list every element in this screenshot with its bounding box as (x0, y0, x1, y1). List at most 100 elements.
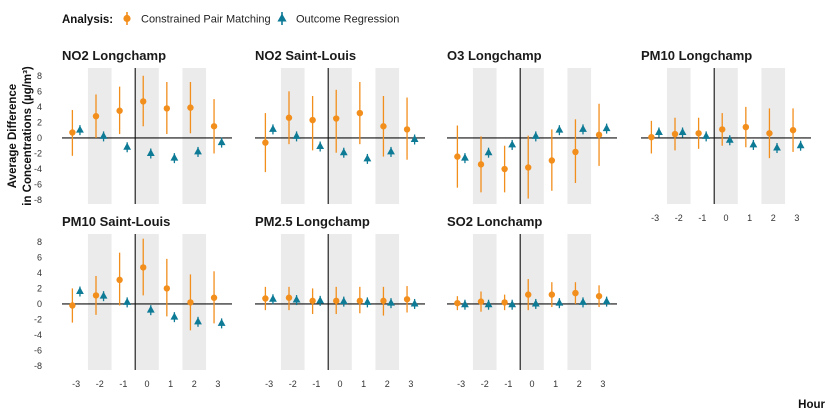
x-tick-label: 0 (529, 379, 534, 389)
panel-4: PM10 Longchamp -3 -2 -1 0 1 2 3 (641, 48, 811, 223)
matching-point (309, 297, 316, 305)
y-tick-label: -6 (34, 346, 42, 356)
y-tick-label: 2 (37, 117, 42, 127)
shaded-band (520, 234, 544, 370)
regression-point (269, 294, 277, 302)
y-tick-label: -4 (34, 330, 42, 340)
matching-point (356, 297, 364, 305)
regression-point (579, 124, 587, 132)
regression-point (725, 135, 734, 143)
x-tick-label: 2 (385, 379, 390, 389)
shaded-band (567, 68, 592, 204)
regression-point (749, 140, 758, 148)
x-tick-label: -3 (457, 379, 465, 389)
panel-title: O3 Longchamp (447, 48, 542, 63)
shaded-band (714, 68, 738, 204)
regression-point (579, 297, 587, 305)
matching-point (356, 109, 364, 117)
y-tick-label: -2 (34, 148, 42, 158)
y-tick-label: 6 (37, 86, 42, 96)
regression-point (602, 124, 611, 132)
regression-point (555, 298, 564, 306)
shaded-band (87, 68, 112, 204)
x-tick-label: -1 (312, 379, 320, 389)
matching-point (454, 153, 461, 160)
legend: Analysis: Constrained Pair Matching Outc… (62, 12, 399, 26)
panel-1: NO2 Longchamp -8 -6 -4 -2 0 2 4 6 8 (34, 48, 232, 205)
x-tick-label: 2 (771, 213, 776, 223)
matching-point (262, 139, 269, 146)
regression-point (316, 296, 325, 304)
matching-point (572, 148, 579, 156)
panels: NO2 Longchamp -8 -6 -4 -2 0 2 4 6 8 NO2 Saint-Loui… (34, 48, 811, 389)
matching-point (210, 123, 218, 130)
matching-point (333, 297, 340, 305)
y-tick-label: 0 (37, 299, 42, 309)
x-axis-title: Hour (798, 399, 825, 411)
matching-point (285, 114, 293, 121)
x-tick-label: -2 (481, 379, 489, 389)
legend-label-regression: Outcome Regression (296, 14, 399, 26)
regression-point (531, 131, 540, 139)
matching-point (595, 131, 603, 139)
x-tick-label: 3 (215, 379, 220, 389)
matching-point (140, 264, 147, 271)
regression-point (194, 317, 202, 325)
x-tick-label: -1 (698, 213, 706, 223)
regression-point (410, 134, 419, 142)
panel-3: O3 Longchamp (447, 48, 617, 204)
regression-point (123, 142, 132, 150)
legend-title: Analysis: (62, 14, 113, 26)
y-tick-label: 4 (37, 268, 42, 278)
x-tick-label: 0 (337, 379, 342, 389)
legend-matching-circle-icon (123, 14, 131, 23)
matching-point (454, 299, 461, 307)
x-tick-label: 1 (361, 379, 366, 389)
regression-point (217, 138, 226, 146)
regression-point (339, 148, 348, 156)
panel-title: PM10 Saint-Louis (62, 214, 170, 229)
y-tick-label: 4 (37, 102, 42, 112)
matching-point (210, 294, 218, 301)
x-tick-label: 0 (723, 213, 728, 223)
matching-point (187, 104, 194, 111)
regression-point (269, 124, 277, 132)
regression-point (363, 297, 372, 305)
x-tick-label: 3 (600, 379, 605, 389)
regression-point (292, 295, 301, 303)
regression-point (99, 131, 108, 139)
matching-point (92, 112, 100, 120)
panel-title: NO2 Longchamp (62, 48, 166, 63)
shaded-band (375, 234, 400, 370)
regression-point (602, 297, 611, 305)
panel-6: PM2.5 Longchamp -3 -2 -1 0 1 2 3 (255, 214, 425, 389)
legend-item-regression: Outcome Regression (277, 12, 399, 26)
shaded-band (761, 68, 786, 204)
x-tick-label: 0 (144, 379, 149, 389)
regression-point (76, 125, 84, 133)
matching-point (525, 164, 532, 171)
panel-2: NO2 Saint-Louis (255, 48, 425, 204)
shaded-band (520, 68, 544, 204)
y-tick-label: 8 (37, 71, 42, 81)
regression-point (146, 148, 155, 156)
shaded-band (280, 234, 305, 370)
matching-point (548, 157, 556, 164)
regression-point (773, 143, 781, 151)
matching-point (695, 130, 702, 137)
shaded-band (472, 234, 497, 370)
regression-point (461, 153, 469, 161)
regression-point (461, 300, 469, 308)
x-tick-label: 2 (192, 379, 197, 389)
regression-point (387, 298, 395, 306)
regression-point (508, 300, 517, 308)
y-tick-label: -4 (34, 164, 42, 174)
regression-point (339, 297, 348, 305)
regression-point (702, 131, 711, 139)
x-tick-label: -2 (675, 213, 683, 223)
regression-point (678, 127, 687, 136)
x-tick-label: 1 (747, 213, 752, 223)
y-axis-title-line-1: Average Difference (7, 84, 19, 188)
regression-point (484, 148, 493, 156)
matching-point (163, 285, 171, 292)
